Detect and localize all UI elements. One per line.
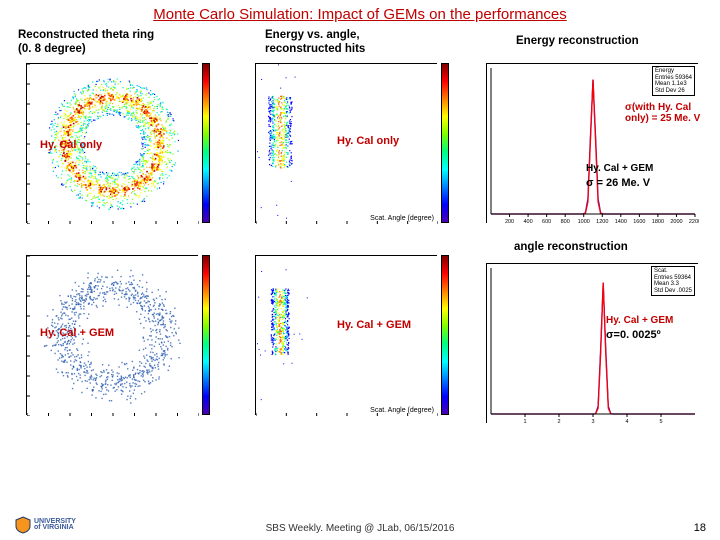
svg-text:1600: 1600 — [633, 219, 645, 224]
stat-box: Scat. Entries 59364 Mean 3.3 Std Dev .00… — [651, 266, 695, 296]
overlay-sigma-gem: σ = 26 Me. V — [586, 177, 650, 189]
overlay-sigma: σ=0. 0025º — [606, 329, 661, 341]
svg-text:2000: 2000 — [670, 219, 682, 224]
panel-ring-hycal: Reconstructed theta ring (0. 8 degree) H… — [8, 27, 233, 237]
panel-header: angle reconstruction — [476, 239, 711, 255]
chart-angle-hist: 1 2 3 4 5 Scat. Entries 59364 Mean 3.3 Std D… — [486, 263, 698, 423]
svg-text:Scat. Angle (degree): Scat. Angle (degree) — [370, 407, 434, 414]
stat-box: Energy Entries 59364 Mean 1.1e3 Std Dev … — [652, 66, 695, 96]
panel-header: Energy reconstruction — [476, 27, 711, 49]
svg-text:5: 5 — [659, 419, 662, 424]
overlay-label: Hy. Cal + GEM — [40, 327, 114, 339]
overlay-label: Hy. Cal only — [337, 135, 399, 147]
svg-text:1400: 1400 — [615, 219, 627, 224]
svg-text:800: 800 — [561, 219, 570, 224]
shield-icon — [14, 516, 32, 534]
panel-energy-recon: Energy reconstruction 200 400 600 800 1000 12… — [476, 27, 711, 237]
svg-text:200: 200 — [505, 219, 514, 224]
overlay-hycalgem: Hy. Cal + GEM — [606, 315, 673, 326]
svg-text:2: 2 — [557, 419, 560, 424]
colorbar — [441, 63, 449, 223]
svg-text:4: 4 — [625, 419, 628, 424]
overlay-hycalgem: Hy. Cal + GEM — [586, 163, 653, 174]
svg-text:1200: 1200 — [596, 219, 608, 224]
overlay-sigma-hycal: σ(with Hy. Cal only) = 25 Me. V — [625, 103, 705, 124]
svg-text:3: 3 — [591, 419, 594, 424]
svg-text:2200: 2200 — [689, 219, 699, 224]
panel-header: Reconstructed theta ring (0. 8 degree) — [8, 27, 233, 57]
panel-header: Energy vs. angle, reconstructed hits — [237, 27, 472, 57]
footer-center: SBS Weekly. Meeting @ JLab, 06/15/2016 — [266, 523, 455, 534]
panel-ring-gem: Hy. Cal + GEM — [8, 239, 233, 449]
svg-text:600: 600 — [542, 219, 551, 224]
overlay-label: Hy. Cal + GEM — [337, 319, 411, 331]
svg-text:1000: 1000 — [578, 219, 590, 224]
svg-text:400: 400 — [523, 219, 532, 224]
chart-grid: Reconstructed theta ring (0. 8 degree) H… — [0, 27, 720, 449]
colorbar — [202, 255, 210, 415]
panel-evsang-hycal: Energy vs. angle, reconstructed hits Sca… — [237, 27, 472, 237]
panel-evsang-gem: Scat. Angle (degree) Hy. Cal + GEM — [237, 239, 472, 449]
chart-evsang-gem: Scat. Angle (degree) — [255, 255, 437, 415]
svg-text:1800: 1800 — [652, 219, 664, 224]
logo-uva: UNIVERSITY of VIRGINIA — [14, 516, 76, 534]
page-number: 18 — [694, 522, 706, 534]
slide-title: Monte Carlo Simulation: Impact of GEMs o… — [0, 0, 720, 23]
svg-text:Scat. Angle (degree): Scat. Angle (degree) — [370, 215, 434, 222]
overlay-label: Hy. Cal only — [40, 139, 102, 151]
colorbar — [202, 63, 210, 223]
chart-energy-hist: 200 400 600 800 1000 1200 1400 1600 1800 2000 2200… — [486, 63, 698, 223]
svg-text:1: 1 — [523, 419, 526, 424]
colorbar — [441, 255, 449, 415]
panel-angle-recon: angle reconstruction 1 2 3 4 5 Scat. Entries… — [476, 239, 711, 449]
